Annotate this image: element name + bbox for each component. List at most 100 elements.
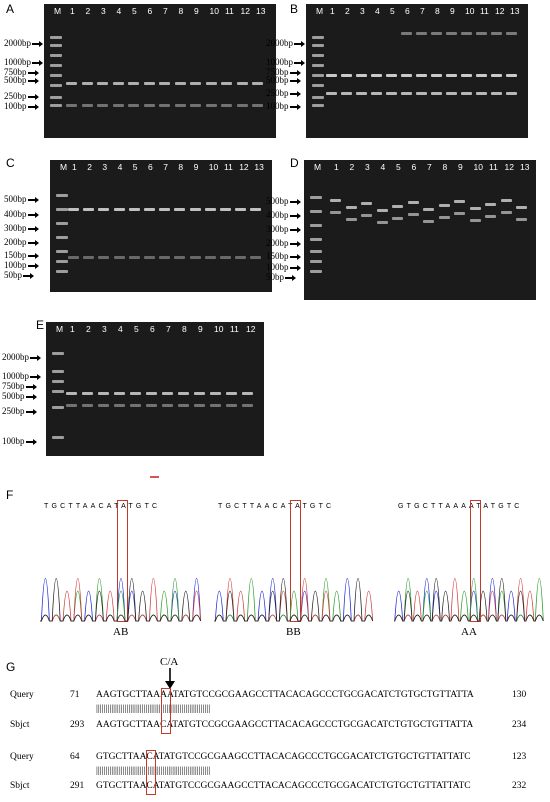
ladder-label: 150bp xyxy=(266,251,289,261)
sample-band xyxy=(81,104,93,107)
sample-band xyxy=(461,32,472,35)
sample-band xyxy=(162,392,173,395)
panel-d-label: D xyxy=(290,156,299,170)
sample-band xyxy=(506,92,517,95)
panel-c-label: C xyxy=(6,156,15,170)
ladder-label: 200bp xyxy=(4,237,27,247)
sample-band xyxy=(491,74,502,77)
lane-label: 2 xyxy=(87,162,92,172)
sample-band xyxy=(252,104,263,107)
sbjct-end: 232 xyxy=(512,781,527,791)
ladder-marker: 400bp xyxy=(4,209,39,219)
lane-label: 3 xyxy=(101,6,106,16)
snp-highlight-box xyxy=(290,500,301,622)
marker-band xyxy=(52,406,64,409)
ladder-label: 2000bp xyxy=(4,38,31,48)
lane-label: 1 xyxy=(72,162,77,172)
marker-band xyxy=(310,250,322,253)
lane-label: 3 xyxy=(102,324,107,334)
lane-label: 5 xyxy=(132,6,137,16)
lane-label: 12 xyxy=(239,162,249,172)
sample-band xyxy=(98,256,110,259)
sample-band xyxy=(330,211,341,214)
ladder-label: 100bp xyxy=(2,436,25,446)
lane-label: 9 xyxy=(198,324,203,334)
sample-band xyxy=(401,74,412,77)
lane-label: 6 xyxy=(411,162,417,172)
lane-label: 5 xyxy=(396,162,401,172)
ladder-label: 300bp xyxy=(4,223,27,233)
sample-band xyxy=(438,204,450,207)
sample-band xyxy=(128,256,140,259)
marker-band xyxy=(52,380,64,383)
sample-band xyxy=(114,392,125,395)
ladder-label: 2000bp xyxy=(2,352,29,362)
sample-band xyxy=(491,92,502,95)
marker-band xyxy=(52,370,64,373)
sample-band xyxy=(476,74,487,77)
sample-band xyxy=(345,206,357,209)
ladder-marker: 250bp xyxy=(2,406,37,416)
ladder-marker: 100bp xyxy=(4,260,39,270)
arrow-right-icon xyxy=(25,383,37,391)
arrow-right-icon xyxy=(32,59,43,67)
sample-band xyxy=(516,218,527,221)
sample-band xyxy=(392,217,403,220)
lane-label: 7 xyxy=(166,324,171,334)
ladder-marker: 1000bp xyxy=(4,57,43,67)
sample-band xyxy=(416,74,427,77)
sample-band xyxy=(326,74,337,77)
lane-label: 8 xyxy=(178,6,184,16)
sample-band xyxy=(454,200,465,203)
query-sequence: GTGCTTAACATATGTCCGCGAAGCCTTACACAGCCCTGCG… xyxy=(96,752,471,762)
marker-band xyxy=(312,104,324,107)
marker-band xyxy=(312,96,324,99)
marker-band xyxy=(52,436,64,439)
ladder-label: 500bp xyxy=(2,391,25,401)
marker-band xyxy=(56,270,68,273)
arrow-right-icon xyxy=(27,196,39,204)
sample-band xyxy=(97,82,108,85)
lane-label: 8 xyxy=(442,162,448,172)
sample-band xyxy=(174,82,186,85)
sample-band xyxy=(194,392,205,395)
lane-label: 2 xyxy=(85,6,91,16)
sample-band xyxy=(162,404,173,407)
snp-highlight-box xyxy=(470,500,481,622)
sample-band xyxy=(81,82,93,85)
arrow-right-icon xyxy=(294,40,305,48)
ladder-label: 500bp xyxy=(4,194,27,204)
sbjct-sequence: AAGTGCTTAACATATGTCCGCGAAGCCTTACACAGCCCTG… xyxy=(96,720,474,730)
lane-label: 12 xyxy=(240,6,250,16)
ladder-label: 750bp xyxy=(2,381,25,391)
sample-band xyxy=(250,256,262,259)
sample-band xyxy=(220,208,231,211)
sample-band xyxy=(205,104,217,107)
sample-band xyxy=(189,208,201,211)
lane-label: 13 xyxy=(256,6,266,16)
sample-band xyxy=(416,92,427,95)
ladder-label: 200bp xyxy=(266,238,289,248)
sample-band xyxy=(252,82,263,85)
sample-band xyxy=(423,220,434,223)
sample-band xyxy=(204,208,216,211)
sample-band xyxy=(68,256,79,259)
marker-band xyxy=(312,44,324,47)
sample-band xyxy=(454,212,465,215)
arrow-right-icon xyxy=(25,408,37,416)
chromatogram-trace xyxy=(40,578,201,622)
marker-band xyxy=(310,238,322,241)
query-label: Query xyxy=(10,752,34,762)
trace-sequence: GTGCTTAAAATATGTC xyxy=(398,503,523,510)
lane-label: 7 xyxy=(427,162,432,172)
sample-band xyxy=(159,208,171,211)
arrow-right-icon xyxy=(289,212,301,220)
sample-band xyxy=(446,32,457,35)
ladder-marker: 500bp xyxy=(266,75,301,85)
marker-lane-label: M xyxy=(316,6,324,16)
lane-label: 6 xyxy=(405,6,410,16)
marker-band xyxy=(312,74,324,77)
lane-label: 9 xyxy=(450,6,455,16)
marker-band xyxy=(310,210,322,213)
ladder-marker: 2000bp xyxy=(4,38,43,48)
